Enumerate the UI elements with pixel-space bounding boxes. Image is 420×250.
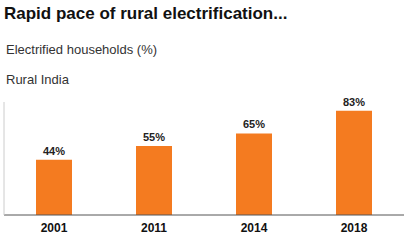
svg-text:2001: 2001 xyxy=(41,221,68,235)
svg-text:2011: 2011 xyxy=(141,221,167,235)
svg-text:65%: 65% xyxy=(243,118,265,130)
html-text:Electrified households (%): Electrified households (%) xyxy=(6,42,157,57)
html-text:Rural India: Rural India xyxy=(6,72,69,87)
svg-text:44%: 44% xyxy=(43,145,65,157)
svg-text:83%: 83% xyxy=(343,96,365,108)
html-text:Rapid pace of rural electrific: Rapid pace of rural electrification... xyxy=(4,4,288,23)
svg-text:55%: 55% xyxy=(143,131,165,143)
svg-text:2014: 2014 xyxy=(241,221,268,235)
svg-text:2018: 2018 xyxy=(341,221,368,235)
